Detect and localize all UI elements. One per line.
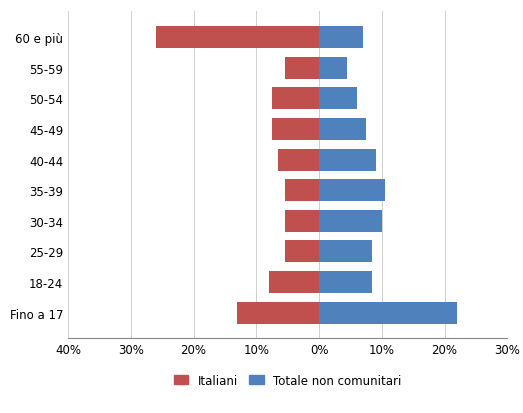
Bar (319, 119, 366, 141)
Bar (319, 27, 363, 49)
Bar (285, 58, 319, 80)
Bar (285, 180, 319, 202)
Bar (319, 302, 457, 324)
Bar (319, 180, 385, 202)
Bar (319, 149, 376, 171)
Bar (319, 210, 382, 232)
Bar (237, 302, 319, 324)
Bar (285, 210, 319, 232)
Bar (278, 149, 319, 171)
Bar (156, 27, 319, 49)
Legend: Italiani, Totale non comunitari: Italiani, Totale non comunitari (169, 369, 406, 392)
Bar (285, 241, 319, 263)
Bar (269, 271, 319, 293)
Bar (272, 88, 319, 110)
Bar (272, 119, 319, 141)
Bar (319, 241, 372, 263)
Bar (319, 58, 347, 80)
Bar (319, 88, 357, 110)
Bar (319, 271, 372, 293)
